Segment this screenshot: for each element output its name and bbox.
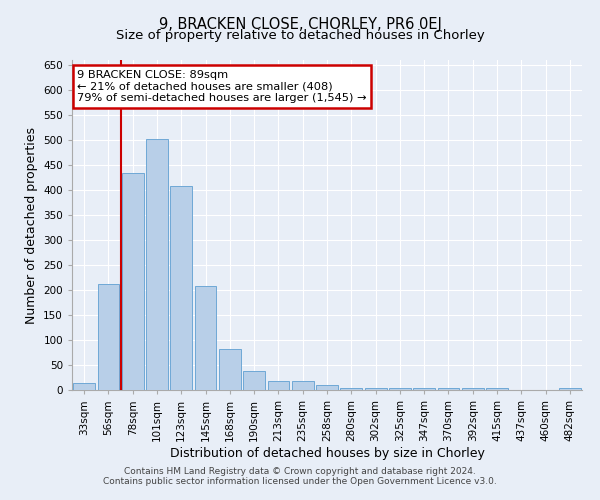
Bar (389, 388, 411, 390)
Text: 9, BRACKEN CLOSE, CHORLEY, PR6 0EJ: 9, BRACKEN CLOSE, CHORLEY, PR6 0EJ (158, 18, 442, 32)
Bar (170, 186, 192, 390)
Bar (146, 138, 168, 390)
Bar (73, 382, 95, 390)
Bar (413, 388, 435, 390)
Bar (462, 388, 484, 390)
Bar (559, 388, 581, 390)
Text: Contains public sector information licensed under the Open Government Licence v3: Contains public sector information licen… (103, 477, 497, 486)
Text: Size of property relative to detached houses in Chorley: Size of property relative to detached ho… (116, 29, 484, 42)
Bar (97, 284, 119, 390)
Bar (122, 172, 143, 390)
Bar (486, 388, 508, 390)
Bar (437, 388, 460, 390)
Bar (243, 371, 265, 390)
Bar (292, 381, 314, 390)
Bar (365, 388, 386, 390)
Text: 9 BRACKEN CLOSE: 89sqm
← 21% of detached houses are smaller (408)
79% of semi-de: 9 BRACKEN CLOSE: 89sqm ← 21% of detached… (77, 70, 367, 103)
X-axis label: Distribution of detached houses by size in Chorley: Distribution of detached houses by size … (170, 446, 484, 460)
Bar (268, 381, 289, 390)
Bar (194, 286, 217, 390)
Bar (340, 388, 362, 390)
Bar (316, 385, 338, 390)
Bar (219, 348, 241, 390)
Y-axis label: Number of detached properties: Number of detached properties (25, 126, 38, 324)
Text: Contains HM Land Registry data © Crown copyright and database right 2024.: Contains HM Land Registry data © Crown c… (124, 467, 476, 476)
